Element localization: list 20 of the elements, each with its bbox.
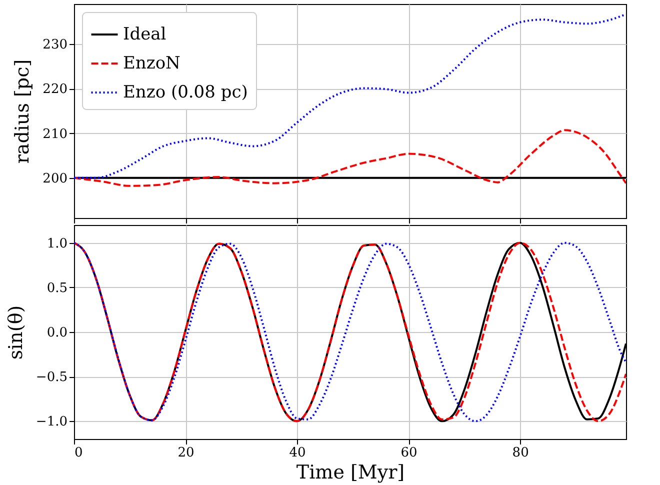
x-tick-label: 0 [74, 446, 83, 460]
y-tick-label: 0.5 [46, 280, 68, 296]
x-tick-label: 20 [178, 446, 194, 460]
y-tick-label: 1.0 [46, 236, 68, 252]
x-tick-label: 60 [400, 446, 418, 460]
legend-label: Ideal [123, 24, 166, 44]
y-tick-label: 200 [42, 171, 68, 186]
y-tick-label: 230 [42, 38, 68, 53]
x-tick-label: 80 [512, 446, 529, 460]
y-tick-label: −1.0 [36, 414, 68, 430]
y-tick-label: −0.5 [36, 370, 68, 386]
y-axis-title: radius [pc] [12, 59, 34, 164]
x-tick-label: 40 [289, 446, 306, 460]
y-axis-title: sin(θ) [4, 305, 27, 360]
y-tick-label: 210 [42, 126, 68, 142]
x-axis-title: Time [Myr] [296, 462, 405, 484]
y-tick-label: 220 [42, 82, 68, 98]
legend-label: Enzo (0.08 pc) [123, 82, 248, 102]
y-tick-label: 0.0 [46, 326, 68, 340]
legend-label: EnzoN [123, 54, 181, 74]
